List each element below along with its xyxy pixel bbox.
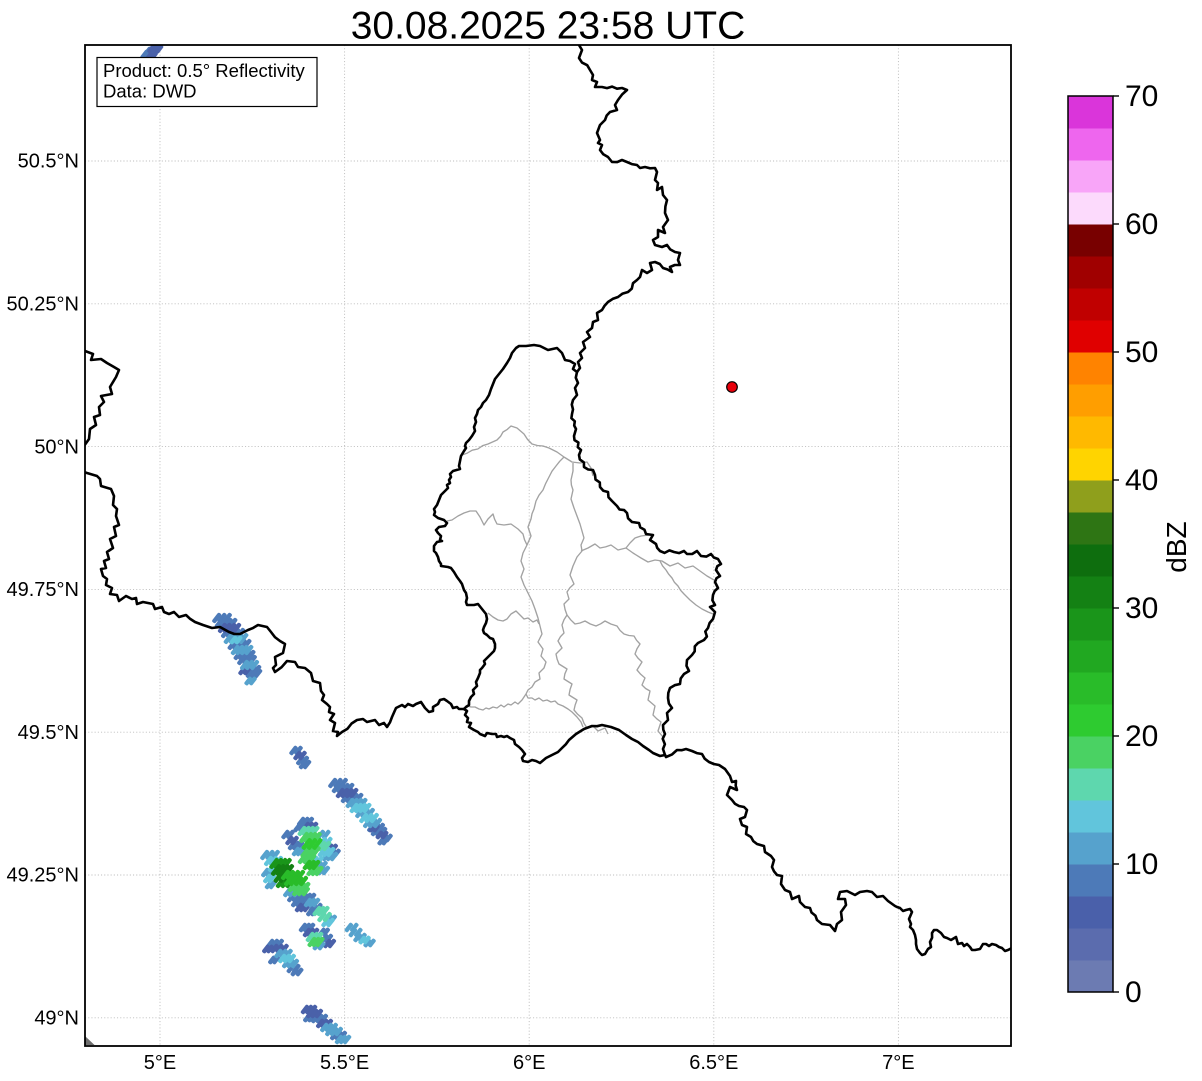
svg-text:Data: DWD: Data: DWD [103, 81, 197, 102]
svg-text:30: 30 [1125, 592, 1158, 625]
svg-text:dBZ: dBZ [1161, 521, 1192, 572]
svg-text:50: 50 [1125, 336, 1158, 369]
svg-text:50.25°N: 50.25°N [7, 294, 80, 316]
svg-text:Product: 0.5° Reflectivity: Product: 0.5° Reflectivity [103, 60, 305, 81]
svg-text:40: 40 [1125, 464, 1158, 497]
svg-text:0: 0 [1125, 976, 1142, 1009]
svg-text:6°E: 6°E [513, 1052, 545, 1074]
svg-text:20: 20 [1125, 720, 1158, 753]
svg-text:49.75°N: 49.75°N [7, 579, 80, 601]
svg-text:50°N: 50°N [34, 436, 79, 458]
svg-text:70: 70 [1125, 80, 1158, 113]
svg-text:5.5°E: 5.5°E [320, 1052, 369, 1074]
svg-text:49.5°N: 49.5°N [18, 722, 79, 744]
svg-text:30.08.2025 23:58 UTC: 30.08.2025 23:58 UTC [351, 4, 746, 47]
svg-text:10: 10 [1125, 848, 1158, 881]
svg-text:50.5°N: 50.5°N [18, 151, 79, 173]
svg-text:49°N: 49°N [34, 1008, 79, 1030]
svg-text:5°E: 5°E [144, 1052, 176, 1074]
svg-text:6.5°E: 6.5°E [689, 1052, 738, 1074]
svg-text:7°E: 7°E [882, 1052, 914, 1074]
svg-text:49.25°N: 49.25°N [7, 865, 80, 887]
svg-text:60: 60 [1125, 208, 1158, 241]
